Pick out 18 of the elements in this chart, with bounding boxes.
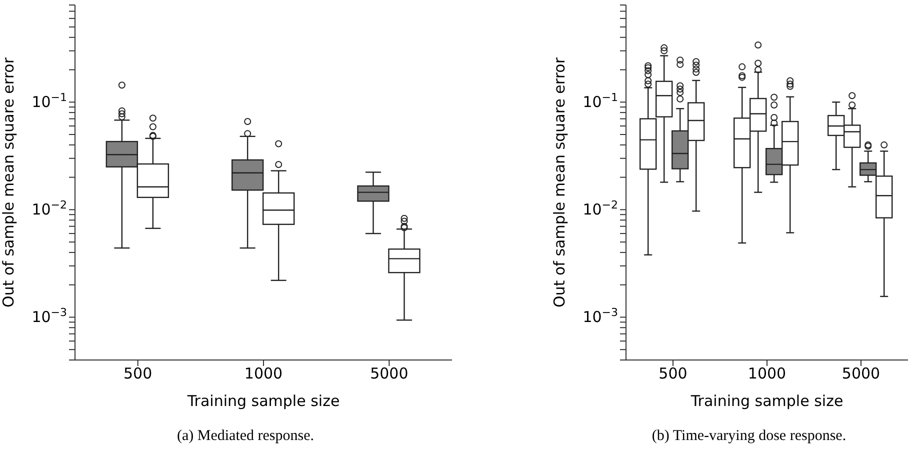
x-tick-label: 5000 [370,364,408,383]
x-tick-label: 1000 [244,364,283,383]
x-axis-title: Training sample size [186,392,340,410]
x-tick-label: 500 [658,364,688,383]
y-axis-title: Out of sample mean square error [550,56,568,308]
x-tick-label: 5000 [842,364,880,383]
y-axis-title: Out of sample mean square error [0,56,18,308]
x-tick-label: 500 [124,364,152,383]
text: (b) Time-varying dose response. [650,428,848,445]
y-tick-label: 10$^{−3}$ [582,306,618,326]
x-axis-title: Training sample size [690,392,844,410]
y-tick-label: 10$^{−1}$ [32,90,67,112]
y-tick-label: 10$^{−3}$ [32,306,67,326]
y-tick-label: 10$^{−1}$ [582,90,618,112]
text: (a) Mediated response. [176,428,316,445]
y-tick-label: 10$^{−2}$ [32,198,67,219]
y-tick-label: 10$^{−2}$ [582,198,618,219]
x-tick-label: 1000 [748,364,786,383]
